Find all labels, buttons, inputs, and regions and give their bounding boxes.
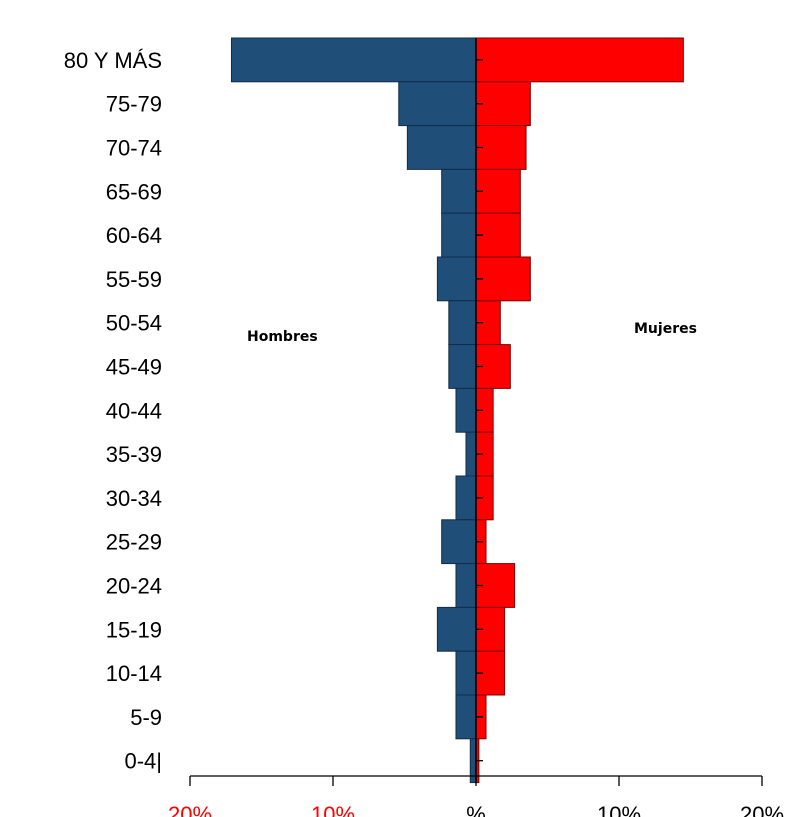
group-label-mujeres: Mujeres bbox=[634, 321, 697, 337]
bar-hombres-45-49 bbox=[448, 344, 477, 389]
bar-hombres-30-34 bbox=[455, 475, 477, 521]
bar-hombres-25-29 bbox=[441, 519, 477, 565]
group-label-hombres: Hombres bbox=[247, 329, 318, 345]
age-label-30-34: 30-34 bbox=[106, 486, 162, 511]
x-tick-label-3: 10% bbox=[597, 802, 641, 817]
age-label-55-59: 55-59 bbox=[106, 267, 162, 292]
age-label-25-29: 25-29 bbox=[106, 530, 162, 555]
age-label-5-9: 5-9 bbox=[130, 705, 162, 730]
age-label-50-54: 50-54 bbox=[106, 311, 162, 336]
bar-hombres-80-y-m-s bbox=[230, 37, 477, 83]
age-label-60-64: 60-64 bbox=[106, 223, 162, 248]
bar-hombres-40-44 bbox=[455, 387, 477, 433]
x-axis: 20% 10%% 10% 20% bbox=[168, 775, 784, 817]
bar-mujeres-75-79 bbox=[475, 81, 531, 127]
age-label-15-19: 15-19 bbox=[106, 617, 162, 642]
bar-hombres-20-24 bbox=[455, 563, 477, 608]
age-label-75-79: 75-79 bbox=[106, 92, 162, 117]
bar-hombres-50-54 bbox=[448, 300, 477, 346]
age-label-65-69: 65-69 bbox=[106, 179, 162, 204]
x-tick-label-2: % bbox=[466, 802, 486, 817]
age-label-45-49: 45-49 bbox=[106, 355, 162, 380]
bar-hombres-65-69 bbox=[441, 168, 477, 214]
age-label-10-14: 10-14 bbox=[106, 661, 162, 686]
bar-hombres-5-9 bbox=[455, 694, 477, 740]
age-label-80-y-m-s: 80 Y MÁS bbox=[64, 48, 162, 73]
age-label-35-39: 35-39 bbox=[106, 442, 162, 467]
bar-hombres-15-19 bbox=[436, 606, 477, 652]
bar-hombres-75-79 bbox=[398, 81, 477, 127]
bar-hombres-70-74 bbox=[406, 125, 477, 170]
bar-mujeres-55-59 bbox=[475, 256, 531, 302]
bar-hombres-35-39 bbox=[465, 431, 477, 477]
bar-mujeres-70-74 bbox=[475, 125, 527, 170]
age-labels: 80 Y MÁS 75-79 70-74 65-69 60-64 55-59 50-54 45… bbox=[64, 48, 162, 774]
bar-mujeres-80-y-m-s bbox=[475, 37, 684, 83]
bar-mujeres-60-64 bbox=[475, 212, 521, 258]
age-label-0-4: 0-4| bbox=[124, 749, 162, 774]
age-label-40-44: 40-44 bbox=[106, 398, 162, 423]
age-label-20-24: 20-24 bbox=[106, 574, 162, 599]
bars-layer bbox=[230, 37, 684, 784]
age-label-70-74: 70-74 bbox=[106, 136, 162, 161]
bar-hombres-10-14 bbox=[455, 650, 477, 696]
bar-mujeres-65-69 bbox=[475, 168, 521, 214]
bar-hombres-60-64 bbox=[441, 212, 477, 258]
x-tick-label-1: 10% bbox=[311, 802, 355, 817]
x-tick-label-0: 20% bbox=[168, 802, 212, 817]
center-axis bbox=[475, 38, 483, 783]
x-tick-label-4: 20% bbox=[740, 802, 784, 817]
bar-hombres-55-59 bbox=[436, 256, 477, 302]
